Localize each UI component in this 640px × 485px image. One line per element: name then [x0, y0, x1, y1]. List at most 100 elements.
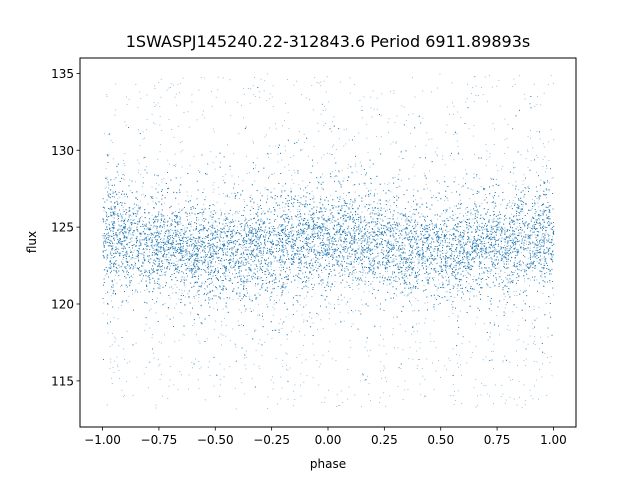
scatter-point: [505, 254, 507, 256]
scatter-point: [323, 236, 325, 238]
scatter-point: [288, 218, 289, 220]
scatter-point: [213, 205, 215, 207]
scatter-point: [494, 248, 496, 250]
scatter-point: [418, 259, 420, 261]
scatter-point: [121, 216, 123, 218]
scatter-point: [464, 231, 466, 232]
scatter-point: [503, 238, 505, 240]
scatter-point: [327, 350, 329, 352]
scatter-point: [460, 264, 462, 266]
scatter-point: [484, 241, 485, 242]
scatter-point: [176, 249, 178, 251]
scatter-point: [466, 255, 467, 256]
scatter-point: [274, 234, 276, 235]
scatter-point: [202, 264, 203, 265]
scatter-point: [307, 214, 309, 215]
scatter-point: [466, 268, 468, 269]
scatter-point: [518, 189, 520, 190]
scatter-point: [322, 252, 324, 254]
scatter-point: [255, 285, 256, 287]
scatter-point: [141, 216, 143, 218]
scatter-point: [533, 305, 535, 307]
scatter-point: [313, 197, 315, 199]
scatter-point: [355, 254, 357, 256]
scatter-point: [201, 215, 203, 217]
scatter-point: [327, 216, 329, 218]
scatter-point: [139, 200, 141, 202]
scatter-point: [413, 267, 415, 269]
scatter-point: [368, 246, 369, 247]
scatter-point: [421, 254, 423, 256]
scatter-point: [314, 244, 316, 246]
scatter-point: [373, 259, 374, 260]
scatter-point: [543, 244, 545, 246]
scatter-point: [159, 251, 161, 253]
scatter-point: [179, 208, 181, 210]
scatter-point: [476, 212, 478, 214]
scatter-point: [257, 284, 258, 286]
scatter-point: [474, 245, 476, 246]
scatter-point: [314, 269, 315, 270]
scatter-point: [204, 283, 205, 285]
scatter-point: [352, 248, 354, 250]
scatter-point: [128, 295, 130, 297]
scatter-point: [278, 242, 279, 244]
scatter-point: [367, 285, 369, 286]
scatter-point: [486, 150, 488, 152]
scatter-point: [156, 230, 158, 231]
scatter-point: [225, 270, 227, 271]
scatter-point: [323, 267, 325, 269]
scatter-point: [499, 233, 501, 235]
scatter-point: [182, 255, 184, 256]
scatter-point: [377, 193, 378, 195]
scatter-point: [236, 226, 238, 228]
scatter-point: [207, 164, 209, 165]
scatter-point: [386, 254, 388, 256]
scatter-point: [374, 249, 376, 251]
scatter-point: [161, 252, 163, 254]
scatter-point: [166, 239, 168, 241]
scatter-point: [330, 237, 332, 239]
scatter-point: [499, 230, 500, 232]
scatter-point: [258, 250, 260, 252]
scatter-point: [158, 259, 160, 261]
scatter-point: [478, 284, 480, 286]
scatter-point: [110, 289, 112, 291]
scatter-point: [369, 250, 371, 252]
scatter-point: [339, 236, 341, 238]
scatter-point: [519, 263, 521, 265]
scatter-point: [522, 261, 523, 263]
scatter-point: [307, 278, 309, 279]
scatter-point: [297, 219, 299, 221]
scatter-point: [188, 266, 190, 267]
scatter-point: [163, 253, 165, 255]
scatter-point: [174, 251, 176, 253]
scatter-point: [360, 272, 362, 273]
scatter-point: [212, 284, 214, 286]
scatter-point: [404, 274, 406, 276]
scatter-point: [218, 238, 220, 240]
scatter-point: [450, 155, 451, 157]
scatter-point: [421, 213, 423, 215]
scatter-point: [145, 248, 147, 250]
scatter-point: [356, 271, 358, 273]
scatter-point: [489, 272, 491, 274]
scatter-point: [410, 206, 412, 208]
scatter-point: [346, 257, 348, 259]
scatter-point: [522, 183, 524, 185]
scatter-point: [405, 213, 407, 215]
scatter-point: [290, 157, 292, 158]
scatter-point: [321, 257, 323, 259]
scatter-point: [511, 218, 513, 220]
scatter-point: [332, 217, 333, 219]
scatter-point: [130, 257, 132, 258]
scatter-point: [546, 189, 548, 191]
scatter-point: [272, 314, 274, 316]
scatter-point: [352, 276, 354, 278]
scatter-point: [508, 263, 509, 265]
scatter-point: [533, 242, 535, 244]
scatter-point: [273, 260, 275, 262]
scatter-point: [132, 252, 134, 253]
scatter-point: [533, 205, 535, 207]
scatter-point: [175, 257, 177, 259]
